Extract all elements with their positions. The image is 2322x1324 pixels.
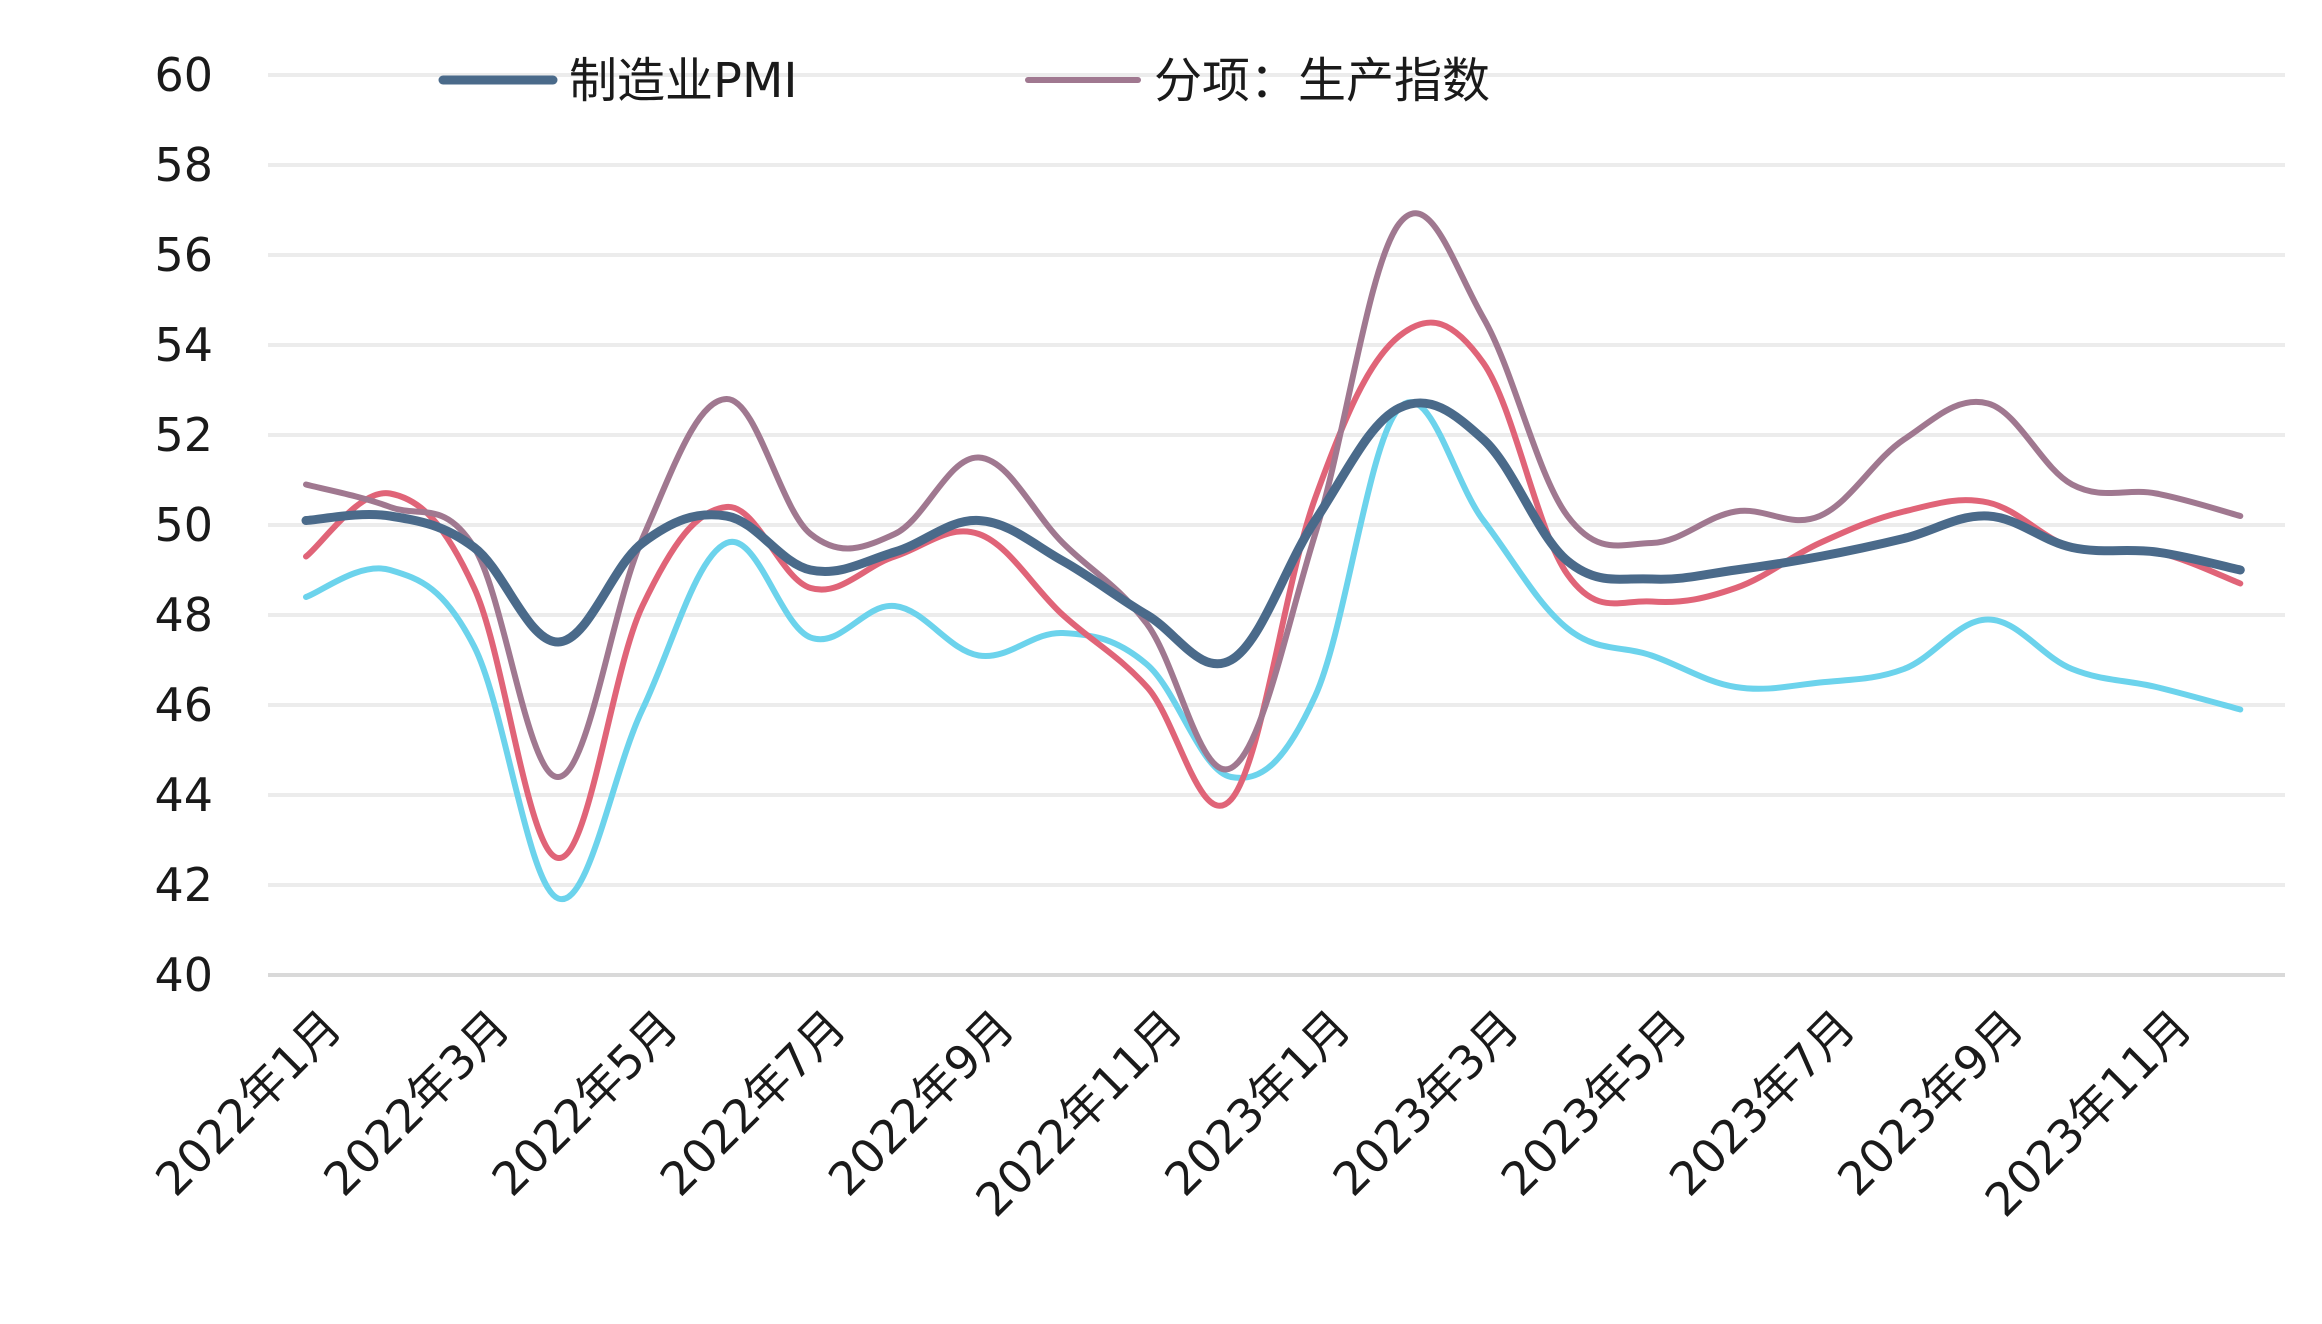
y-tick-label: 60 bbox=[154, 48, 213, 102]
series-line-2 bbox=[303, 319, 2244, 861]
y-tick-label: 52 bbox=[154, 408, 213, 462]
y-tick-label: 54 bbox=[154, 318, 213, 372]
legend-label-1: 分项：生产指数 bbox=[1154, 53, 1490, 109]
y-axis-tick-labels: 40 42 44 46 48 50 52 54 56 58 60 bbox=[154, 48, 213, 1002]
y-tick-label: 58 bbox=[154, 138, 213, 192]
legend: 制造业PMI 分项：生产指数 bbox=[438, 53, 1490, 109]
series-line-1 bbox=[303, 210, 2244, 781]
series-line-3 bbox=[303, 399, 2244, 902]
legend-label-0: 制造业PMI bbox=[569, 53, 798, 109]
y-tick-label: 42 bbox=[154, 858, 213, 912]
series-layer bbox=[301, 210, 2245, 902]
y-tick-label: 40 bbox=[154, 948, 213, 1002]
series-line-0 bbox=[301, 398, 2245, 669]
y-tick-label: 48 bbox=[154, 588, 213, 642]
y-tick-label: 46 bbox=[154, 678, 213, 732]
y-tick-label: 50 bbox=[154, 498, 213, 552]
y-tick-label: 44 bbox=[154, 768, 213, 822]
y-tick-label: 56 bbox=[154, 228, 213, 282]
grid-layer bbox=[268, 73, 2285, 977]
x-axis-tick-labels: 2022年1月2022年3月2022年5月2022年7月2022年9月2022年… bbox=[145, 1000, 2202, 1227]
